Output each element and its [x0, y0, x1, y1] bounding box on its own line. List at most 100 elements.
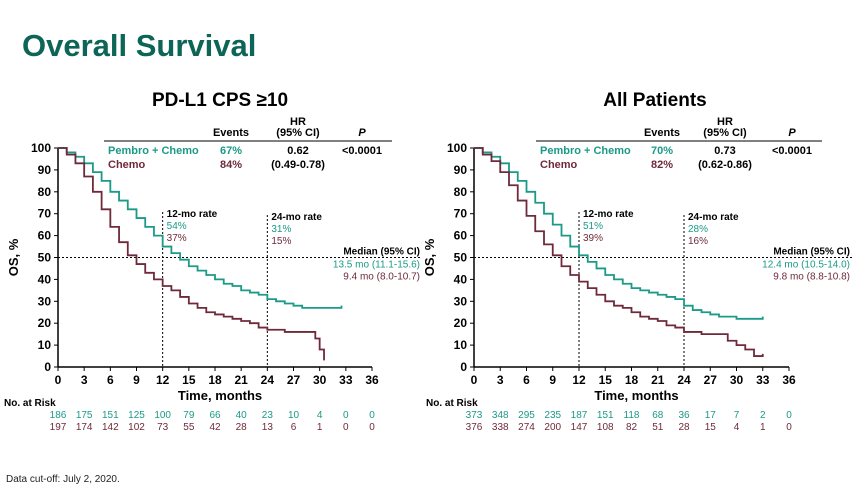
- risk-pembro: 0: [369, 410, 375, 421]
- risk-chemo: 28: [236, 422, 248, 433]
- risk-pembro: 125: [128, 410, 145, 421]
- y-tick-label: 80: [454, 185, 468, 199]
- rate24-chemo: 15%: [271, 236, 291, 247]
- risk-chemo: 274: [518, 422, 535, 433]
- risk-chemo: 0: [786, 422, 792, 433]
- y-tick-label: 0: [460, 360, 467, 374]
- y-tick-label: 50: [454, 251, 468, 265]
- risk-chemo: 55: [183, 422, 195, 433]
- x-tick-label: 27: [704, 373, 718, 387]
- table-row-p: <0.0001: [772, 145, 812, 157]
- y-tick-label: 50: [38, 251, 52, 265]
- y-tick-label: 40: [38, 272, 52, 286]
- risk-pembro: 100: [154, 410, 171, 421]
- x-tick-label: 21: [234, 373, 248, 387]
- risk-chemo: 1: [760, 422, 766, 433]
- x-tick-label: 6: [107, 373, 114, 387]
- rate24-chemo: 16%: [688, 236, 708, 247]
- table-row-events: 84%: [220, 159, 242, 171]
- table-header-p: P: [788, 127, 796, 139]
- y-tick-label: 60: [38, 229, 52, 243]
- x-tick-label: 3: [497, 373, 504, 387]
- median-chemo: 9.4 mo (8.0-10.7): [343, 272, 420, 283]
- table-header-hr: HR: [717, 116, 733, 128]
- rate12-label: 12-mo rate: [583, 209, 634, 220]
- x-tick-label: 9: [549, 373, 556, 387]
- risk-chemo: 200: [544, 422, 561, 433]
- y-tick-label: 20: [38, 316, 52, 330]
- table-header-hr: HR: [290, 116, 306, 128]
- risk-pembro: 2: [760, 410, 766, 421]
- risk-pembro: 373: [466, 410, 483, 421]
- y-tick-label: 40: [454, 272, 468, 286]
- median-label: Median (95% CI): [773, 247, 850, 258]
- x-tick-label: 6: [523, 373, 530, 387]
- risk-chemo: 197: [50, 422, 67, 433]
- risk-chemo: 13: [262, 422, 274, 433]
- table-row-name: Pembro + Chemo: [540, 145, 631, 157]
- y-tick-label: 100: [31, 141, 51, 155]
- risk-pembro: 10: [288, 410, 300, 421]
- table-header-ci: (95% CI): [703, 127, 747, 139]
- rate24-label: 24-mo rate: [271, 212, 322, 223]
- km-curve-chemo: [474, 147, 764, 357]
- risk-pembro: 0: [343, 410, 349, 421]
- risk-chemo: 51: [652, 422, 664, 433]
- table-header-p: P: [358, 127, 366, 139]
- risk-pembro: 7: [734, 410, 740, 421]
- y-axis-label: OS, %: [422, 238, 437, 276]
- km-curve-pembro: [58, 147, 343, 309]
- x-tick-label: 33: [339, 373, 353, 387]
- risk-pembro: 36: [678, 410, 690, 421]
- risk-pembro: 4: [317, 410, 323, 421]
- y-tick-label: 30: [454, 294, 468, 308]
- km-curve-chemo: [58, 147, 325, 361]
- x-tick-label: 12: [156, 373, 170, 387]
- risk-pembro: 68: [652, 410, 664, 421]
- risk-chemo: 42: [209, 422, 221, 433]
- y-tick-label: 80: [38, 185, 52, 199]
- risk-pembro: 79: [183, 410, 195, 421]
- y-tick-label: 10: [454, 338, 468, 352]
- x-tick-label: 36: [365, 373, 379, 387]
- y-tick-label: 20: [454, 316, 468, 330]
- risk-chemo: 82: [626, 422, 638, 433]
- rate24-pembro: 28%: [688, 224, 708, 235]
- table-row-name: Chemo: [108, 159, 146, 171]
- median-label: Median (95% CI): [343, 247, 420, 258]
- table-row-events: 67%: [220, 145, 242, 157]
- x-tick-label: 30: [730, 373, 744, 387]
- risk-pembro: 151: [102, 410, 119, 421]
- table-row-name: Chemo: [540, 159, 578, 171]
- risk-pembro: 295: [518, 410, 535, 421]
- risk-chemo: 28: [678, 422, 690, 433]
- risk-pembro: 40: [236, 410, 248, 421]
- footnote: Data cut-off: July 2, 2020.: [6, 474, 120, 485]
- x-tick-label: 0: [471, 373, 478, 387]
- table-row-hr: 0.62: [287, 145, 308, 157]
- rate12-pembro: 51%: [583, 221, 603, 232]
- y-tick-label: 100: [447, 141, 467, 155]
- rate12-pembro: 54%: [167, 221, 187, 232]
- table-row-name: Pembro + Chemo: [108, 145, 199, 157]
- rate12-chemo: 39%: [583, 233, 603, 244]
- y-tick-label: 60: [454, 229, 468, 243]
- risk-chemo: 1: [317, 422, 323, 433]
- rate12-label: 12-mo rate: [167, 209, 218, 220]
- table-row-p: <0.0001: [342, 145, 382, 157]
- table-header-ci: (95% CI): [276, 127, 320, 139]
- x-tick-label: 36: [782, 373, 796, 387]
- y-tick-label: 30: [38, 294, 52, 308]
- risk-chemo: 142: [102, 422, 119, 433]
- chart-title-right: All Patients: [603, 90, 707, 111]
- risk-pembro: 66: [209, 410, 221, 421]
- risk-chemo: 174: [76, 422, 93, 433]
- y-tick-label: 10: [38, 338, 52, 352]
- risk-chemo: 376: [466, 422, 483, 433]
- table-row-hr: (0.62-0.86): [698, 159, 752, 171]
- rate12-chemo: 37%: [167, 233, 187, 244]
- median-pembro: 13.5 mo (11.1-15.6): [333, 260, 420, 271]
- x-tick-label: 18: [625, 373, 639, 387]
